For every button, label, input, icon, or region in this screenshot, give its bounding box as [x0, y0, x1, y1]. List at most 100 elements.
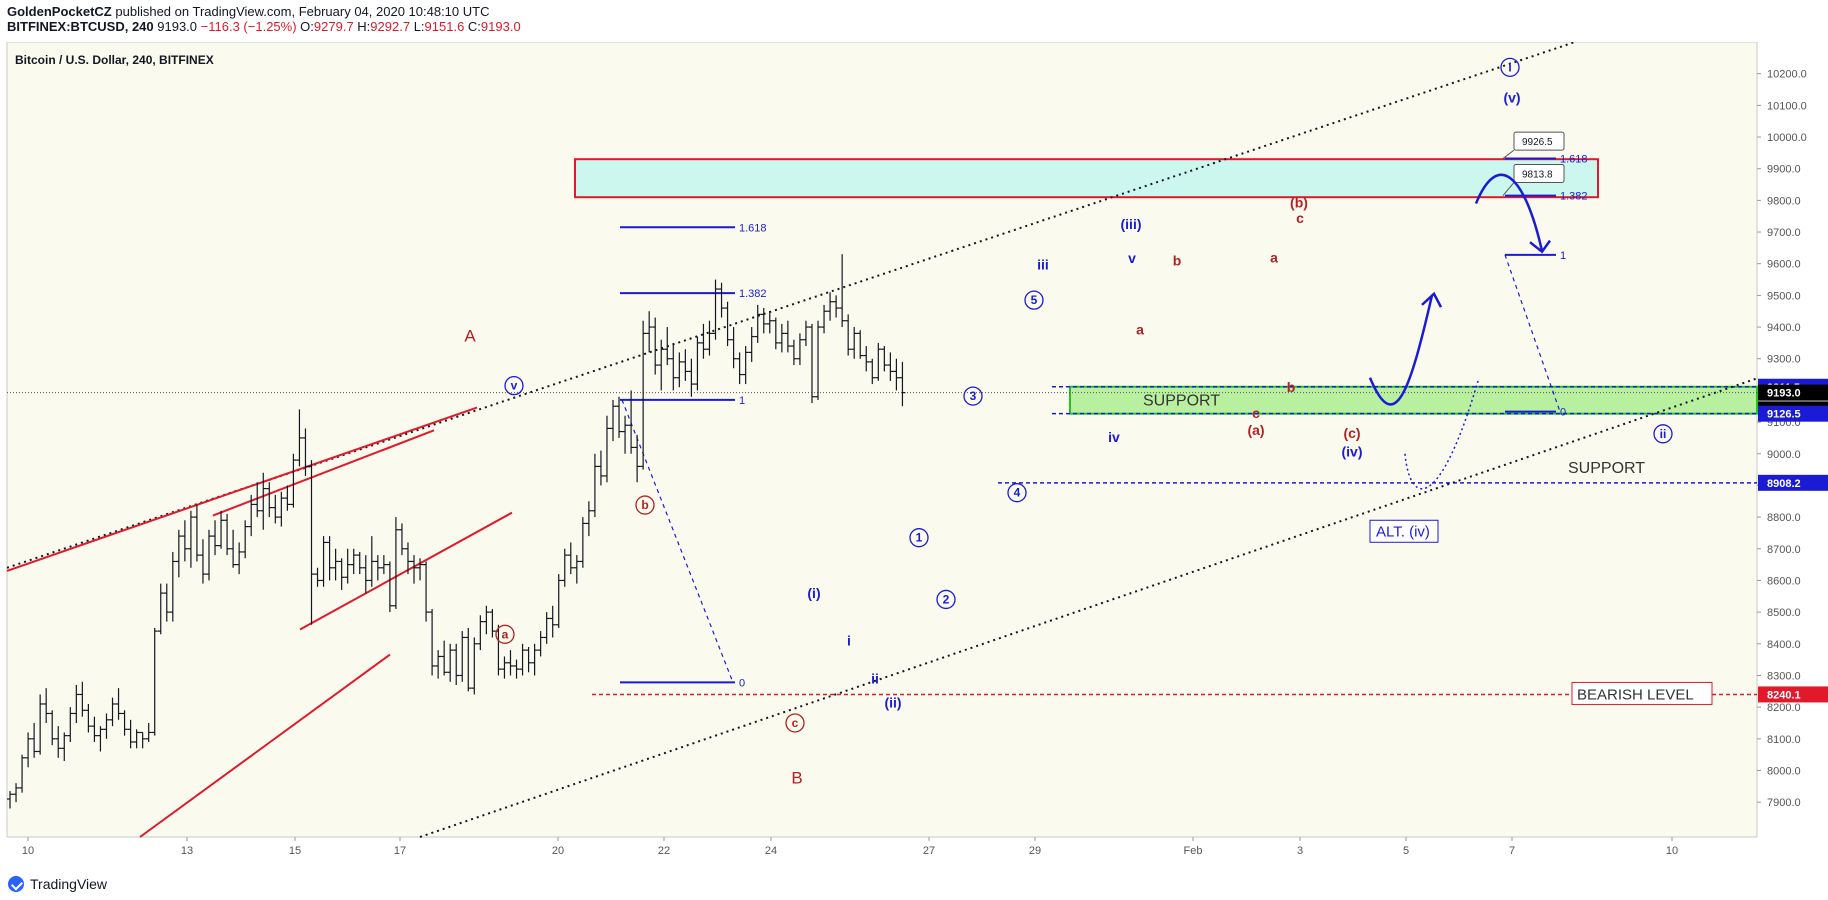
wave-label-2: a: [502, 627, 509, 641]
price-change: −116.3 (−1.25%): [200, 19, 297, 34]
last-price: 9193.0: [157, 19, 198, 34]
wave-label-7: i: [847, 633, 851, 649]
high-value: 9292.7: [370, 19, 411, 34]
y-tick-label-10000: 10000.0: [1767, 132, 1807, 144]
wave-label-22: (a): [1247, 422, 1264, 438]
y-tick-label-8100: 8100.0: [1767, 734, 1801, 746]
price-callout-pointer: [1502, 182, 1515, 196]
price-tag-label-4: 8908.2: [1767, 478, 1801, 490]
wave-label-14-ring: [1024, 290, 1044, 310]
wave-label-9: (ii): [884, 694, 901, 710]
wave-label-5: B: [791, 768, 802, 787]
wave-label-6: (i): [807, 585, 820, 601]
chart-title: Bitcoin / U.S. Dollar, 240, BITFINEX: [15, 53, 214, 67]
wave-label-4-ring: [785, 713, 805, 733]
x-tick-label-13: 10: [1666, 845, 1678, 857]
price-tag-5: [1758, 686, 1828, 703]
tradingview-logo[interactable]: TradingView: [8, 876, 107, 892]
y-tick-label-8300: 8300.0: [1767, 670, 1801, 682]
wave-label-10: 1: [916, 531, 923, 545]
publish-line: GoldenPocketCZ published on TradingView.…: [7, 4, 489, 19]
open-label: O:: [300, 19, 314, 34]
close-label: C:: [467, 19, 481, 34]
support-line-2-label: SUPPORT: [1568, 460, 1645, 477]
x-tick-label-9: Feb: [1184, 845, 1203, 857]
x-tick-label-5: 22: [658, 845, 670, 857]
x-tick-label-7: 27: [923, 845, 935, 857]
wave-label-13-ring: [1007, 483, 1027, 503]
wave-label-1-ring: [504, 376, 524, 396]
projection-top-arrowhead: [1529, 239, 1552, 254]
high-label: H:: [357, 19, 371, 34]
wave-label-13: 4: [1014, 486, 1021, 500]
wave-label-31: ii: [1660, 427, 1667, 441]
chart-footer: TradingView: [0, 868, 1828, 900]
wave-label-23: a: [1270, 249, 1278, 265]
wave-label-26: (b): [1290, 194, 1308, 210]
price-tag-label-5: 8240.1: [1767, 689, 1801, 701]
price-tag-1: [1758, 384, 1828, 401]
wave-label-17: v: [1128, 250, 1136, 266]
wave-label-28: (iv): [1342, 444, 1363, 460]
y-tick-label-7900: 7900.0: [1767, 797, 1801, 809]
fib-left-label-1.382: 1.382: [739, 288, 767, 300]
y-tick-label-9500: 9500.0: [1767, 290, 1801, 302]
y-tick-label-9900: 9900.0: [1767, 164, 1801, 176]
wave-label-19: a: [1136, 322, 1144, 338]
bearish-level-box: [1571, 681, 1713, 705]
fib-left-label-1.618: 1.618: [739, 222, 767, 234]
target-zone: [574, 158, 1599, 199]
y-tick-label-10100: 10100.0: [1767, 100, 1807, 112]
wave-label-29: i: [1508, 60, 1511, 74]
low-label: L:: [413, 19, 425, 34]
wave-label-29-ring: [1500, 57, 1520, 77]
price-chart[interactable]: Bitcoin / U.S. Dollar, 240, BITFINEX SUPP…: [0, 42, 1828, 868]
wave-label-24: b: [1287, 379, 1296, 395]
projection-top-arrow: [1474, 173, 1544, 252]
price-tag-label-3: 9126.5: [1767, 409, 1801, 421]
bearish-level-label: BEARISH LEVEL: [1577, 686, 1694, 703]
fib-left-label-1: 1: [739, 395, 745, 407]
fib-left-diagonal: [621, 399, 734, 683]
tradingview-brand: TradingView: [30, 876, 108, 892]
y-tick-label-9300: 9300.0: [1767, 354, 1801, 366]
price-callout-box: [1513, 163, 1565, 183]
low-value: 9151.6: [424, 19, 465, 34]
red-trendline-4: [139, 653, 391, 838]
red-trendline-3: [299, 511, 513, 631]
x-tick-label-0: 10: [22, 845, 34, 857]
x-tick-label-6: 24: [765, 845, 777, 857]
fib-right-label-0: 0: [1560, 407, 1566, 419]
price-tag-4: [1758, 474, 1828, 491]
red-trendline-1: [6, 406, 478, 572]
price-axis-area: [1757, 42, 1828, 837]
wave-label-12: 3: [970, 389, 977, 403]
tradingview-logo-icon: [8, 876, 24, 892]
x-tick-label-11: 5: [1403, 845, 1409, 857]
wave-label-31-ring: [1653, 424, 1673, 444]
wave-label-0: A: [464, 327, 476, 346]
x-tick-label-4: 20: [552, 845, 564, 857]
wave-label-16: (iii): [1121, 216, 1142, 232]
fib-left-label-0: 0: [739, 677, 745, 689]
y-tick-label-10200: 10200.0: [1767, 69, 1807, 81]
support-zone-label: SUPPORT: [1143, 393, 1220, 410]
y-tick-label-9600: 9600.0: [1767, 259, 1801, 271]
y-tick-label-9800: 9800.0: [1767, 195, 1801, 207]
projection-up-arrow: [1368, 295, 1434, 406]
y-tick-label-9000: 9000.0: [1767, 449, 1801, 461]
close-value: 9193.0: [480, 19, 521, 34]
published-text: published on TradingView.com, February 0…: [115, 4, 490, 19]
author-name[interactable]: GoldenPocketCZ: [7, 4, 112, 19]
alt-iv-label: ALT. (iv): [1376, 523, 1430, 540]
wave-label-2-ring: [495, 624, 515, 644]
wave-label-3: b: [641, 498, 648, 512]
y-tick-label-9400: 9400.0: [1767, 322, 1801, 334]
price-callout-box: [1513, 131, 1565, 151]
wave-label-10-ring: [909, 528, 929, 548]
wave-label-25: c: [1296, 210, 1304, 226]
symbol-label[interactable]: BITFINEX:BTCUSD, 240: [7, 19, 154, 34]
x-tick-label-2: 15: [289, 845, 301, 857]
ohlc-line: BITFINEX:BTCUSD, 240 9193.0 −116.3 (−1.2…: [7, 19, 521, 34]
fib-right-diagonal: [1504, 254, 1561, 412]
